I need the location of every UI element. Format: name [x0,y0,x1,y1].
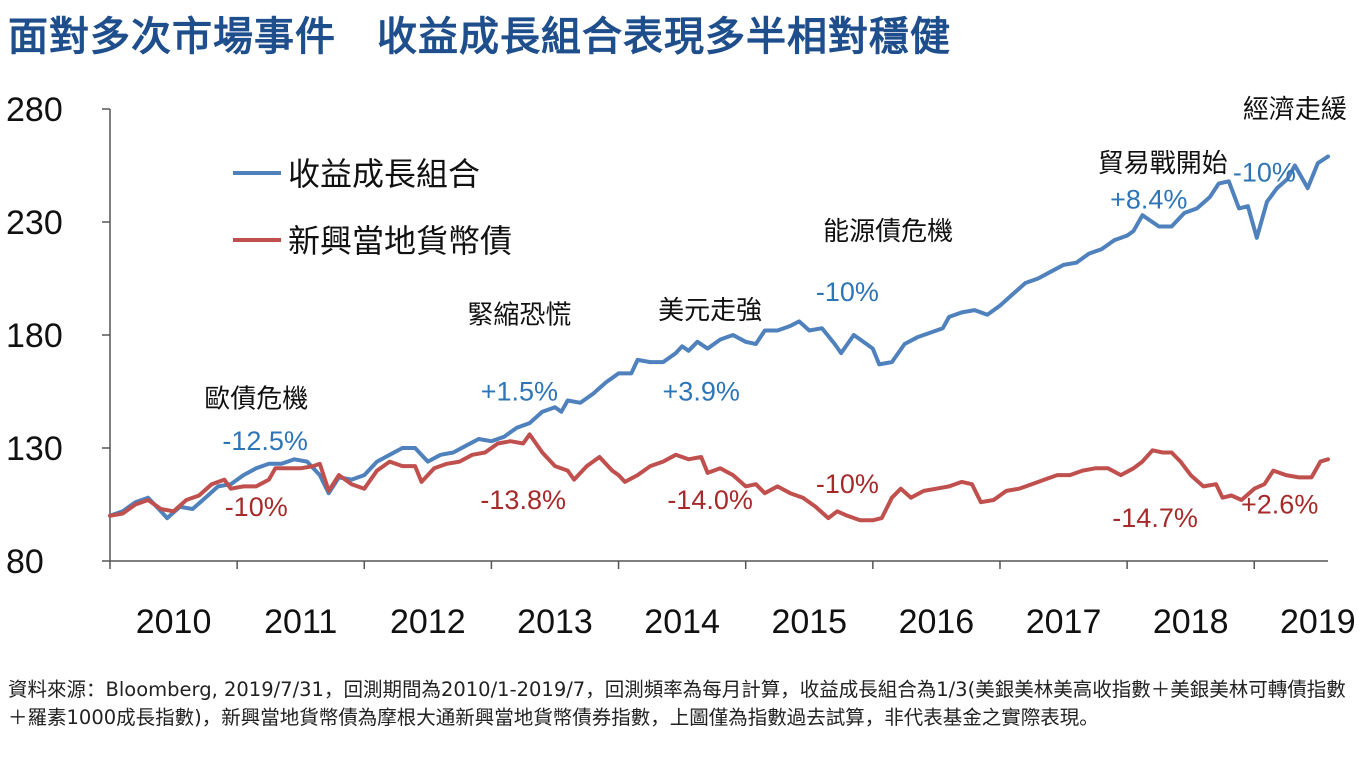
annotation-event: 歐債危機 [204,384,308,414]
annotation-red: +2.6% [1241,490,1318,520]
y-tick-label: 280 [6,91,63,129]
annotation-red: -14.0% [667,485,753,515]
x-tick-label: 2012 [390,603,466,641]
x-tick-label: 2010 [136,603,212,641]
x-tick-label: 2015 [771,603,847,641]
annotation-event: 經濟走緩 [1243,95,1347,125]
annotation-blue: -10% [1233,157,1296,187]
x-tick-label: 2019 [1280,603,1356,641]
annotation-blue: +8.4% [1110,184,1187,214]
page-title: 面對多次市場事件 收益成長組合表現多半相對穩健 [8,14,951,60]
annotation-event: 美元走強 [658,296,762,326]
annotation-red: -14.7% [1112,503,1198,533]
legend-label: 新興當地貨幣債 [288,222,512,260]
annotation-blue: -12.5% [222,426,308,456]
y-tick-label: 230 [6,204,63,242]
annotation-red: -10% [816,469,879,499]
annotation-event: 能源債危機 [823,217,953,247]
x-tick-label: 2018 [1153,603,1229,641]
chart-annotations: 歐債危機 -12.5% -10% 緊縮恐慌 +1.5% -13.8% 美元走強 +3.9% -1… [204,95,1347,533]
x-tick-label: 2011 [264,603,337,641]
annotation-blue: +1.5% [481,377,558,407]
y-axis-ticks: 280 230 180 130 80 [6,91,110,581]
annotation-event: 緊縮恐慌 [467,301,571,331]
y-tick-label: 130 [6,430,63,468]
y-tick-label: 180 [6,317,63,355]
x-tick-label: 2013 [517,603,593,641]
series-line-1 [108,432,1330,523]
source-footnote: 資料來源：Bloomberg, 2019/7/31，回測期間為2010/1-20… [8,678,1346,729]
annotation-event: 貿易戰開始 [1098,149,1228,179]
x-tick-label: 2017 [1026,603,1102,641]
legend-label: 收益成長組合 [288,155,480,193]
x-tick-label: 2014 [644,603,720,641]
chart-series [108,154,1330,523]
annotation-blue: +3.9% [663,377,740,407]
annotation-red: -13.8% [480,485,566,515]
y-tick-label: 80 [6,543,44,581]
annotation-red: -10% [225,492,288,522]
x-tick-label: 2016 [899,603,975,641]
annotation-blue: -10% [816,277,879,307]
x-axis-ticks: 2010 2011 2012 2013 2014 2015 2016 2017 2018 2019 [109,561,1356,641]
